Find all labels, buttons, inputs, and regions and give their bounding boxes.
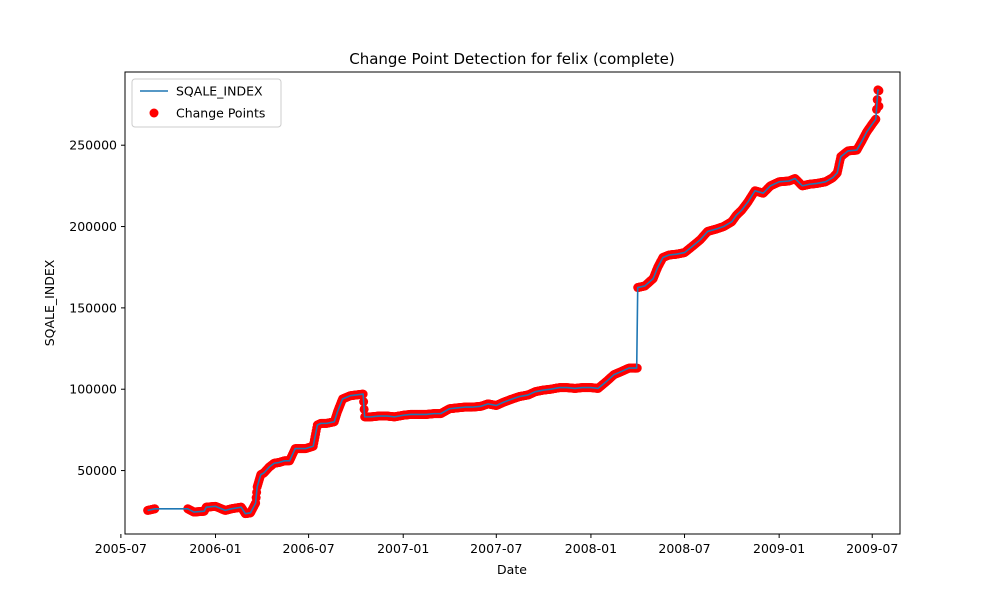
plot-frame (124, 71, 901, 535)
legend-label-sqale-index: SQALE_INDEX (176, 84, 263, 99)
x-tick-label: 2006-01 (189, 541, 241, 556)
x-tick-label: 2009-01 (753, 541, 805, 556)
y-tick-label: 200000 (69, 219, 117, 234)
y-tick-label: 250000 (69, 138, 117, 153)
legend: SQALE_INDEX Change Points (131, 78, 282, 128)
x-tick-label: 2008-01 (565, 541, 617, 556)
sqale-index-line (147, 89, 880, 515)
y-tick-label: 50000 (77, 463, 117, 478)
y-tick-label: 100000 (69, 382, 117, 397)
plot-area (143, 85, 884, 519)
x-axis: 2005-07 2006-01 2006-07 2007-01 2007-07 2008-… (95, 534, 898, 556)
x-tick-label: 2007-01 (377, 541, 429, 556)
y-tick-label: 150000 (69, 300, 117, 315)
x-tick-label: 2005-07 (95, 541, 147, 556)
x-tick-label: 2009-07 (846, 541, 898, 556)
chart-title: Change Point Detection for felix (comple… (349, 50, 675, 68)
y-axis-label: SQALE_INDEX (42, 259, 57, 346)
legend-label-change-points: Change Points (176, 106, 265, 121)
x-tick-label: 2006-07 (282, 541, 334, 556)
legend-dot-swatch (149, 108, 159, 118)
x-tick-label: 2008-07 (658, 541, 710, 556)
legend-box (131, 78, 282, 128)
x-axis-label: Date (497, 562, 527, 577)
x-tick-label: 2007-07 (470, 541, 522, 556)
y-axis: 50000 100000 150000 200000 250000 (69, 138, 125, 478)
